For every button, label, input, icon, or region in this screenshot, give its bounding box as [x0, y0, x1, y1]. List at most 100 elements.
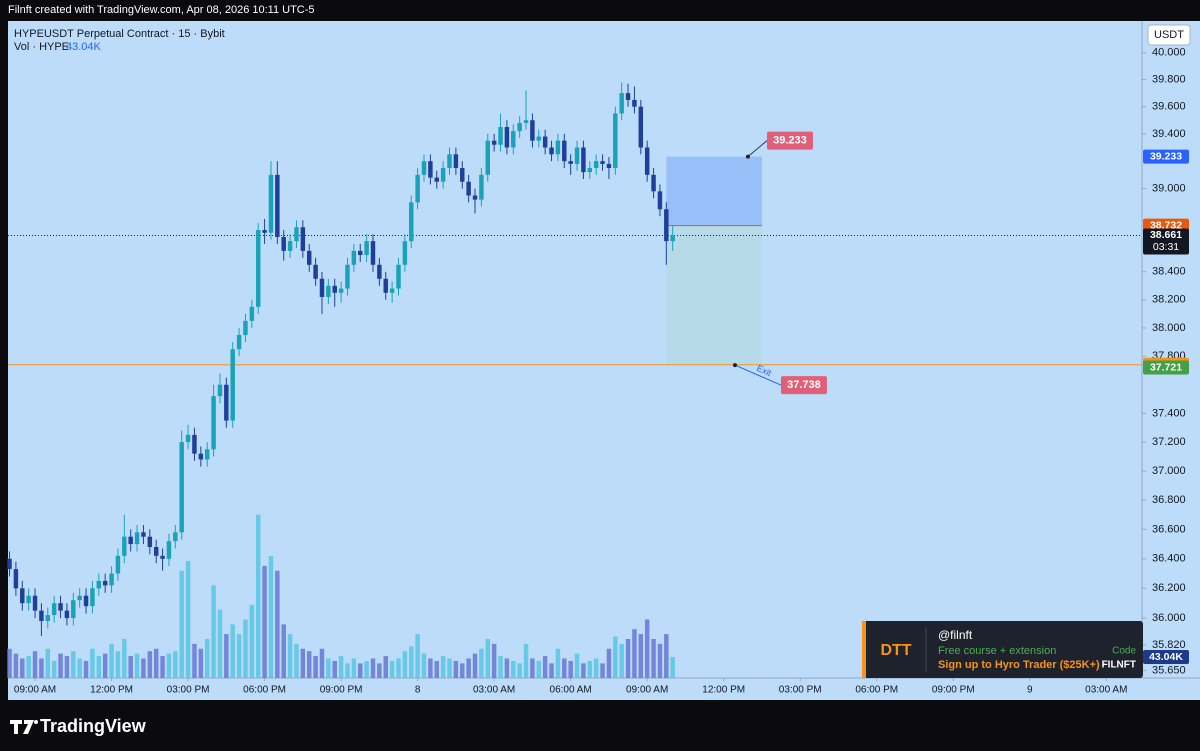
candle-body	[230, 349, 235, 421]
candle-body	[549, 147, 554, 155]
candle-body	[421, 161, 427, 175]
candle-body	[370, 241, 376, 265]
candle-body	[173, 532, 178, 542]
y-tick-label: 37.000	[1152, 465, 1186, 477]
candle-body	[338, 288, 344, 293]
axis-badge-text: 38.732	[1150, 219, 1182, 231]
y-tick-label: 38.200	[1152, 294, 1186, 306]
volume-bar	[530, 658, 535, 678]
candle-body	[115, 555, 121, 574]
x-tick-label: 12:00 PM	[702, 685, 745, 696]
volume-bar	[574, 653, 580, 678]
y-tick-label: 39.400	[1152, 128, 1186, 140]
volume-bar	[58, 653, 63, 678]
candle-body	[358, 250, 363, 256]
axis-price-badge: 39.233	[1143, 149, 1189, 164]
candle-body	[262, 230, 267, 233]
volume-bar	[306, 651, 312, 678]
countdown: 03:31	[1153, 241, 1179, 253]
candle-body	[313, 264, 318, 279]
volume-bar	[396, 658, 401, 678]
volume-bar	[7, 648, 12, 678]
candle-body	[377, 264, 382, 279]
candle-body	[134, 532, 140, 545]
volume-bar	[313, 656, 318, 678]
promo-stripe	[862, 621, 866, 678]
candle-body	[409, 202, 414, 242]
promo-bg	[862, 621, 1143, 678]
candle-body	[77, 595, 82, 601]
candle-body	[625, 93, 631, 100]
volume-bar	[128, 656, 133, 678]
symbol: HYPEUSDT Perpetual Contract · 15 · Bybit	[14, 28, 225, 40]
candle-body	[192, 434, 197, 454]
y-tick-label: 36.600	[1152, 523, 1186, 535]
currency-box[interactable]	[1147, 24, 1191, 46]
target-tag-text: 39.233	[773, 135, 807, 147]
candle-body	[204, 449, 210, 460]
volume-bar	[173, 651, 178, 678]
volume-bar	[64, 656, 70, 678]
candle-body	[20, 588, 25, 604]
y-tick-label: 37.200	[1152, 436, 1186, 448]
x-tick-label: 03:00 AM	[473, 685, 515, 696]
x-tick-label: 09:00 AM	[14, 685, 56, 696]
candle-body	[600, 161, 605, 164]
volume-bar	[20, 658, 25, 678]
volume-bar	[517, 663, 522, 678]
volume-bar	[102, 653, 108, 678]
y-tick-label: 35.650	[1152, 664, 1186, 676]
volume-bar	[536, 660, 542, 678]
promo-badge: DTT	[880, 642, 911, 659]
volume-bar	[90, 648, 95, 678]
promo-signup: Sign up to Hyro Trader ($25K+) ·	[938, 659, 1106, 671]
axis-badge-text: 39.233	[1150, 150, 1182, 162]
candle-body	[179, 442, 184, 533]
volume-bar	[632, 629, 637, 678]
promo-box[interactable]: DTT @filnft Free course + extension Sign…	[862, 621, 1143, 678]
volume-bar	[389, 660, 395, 678]
candle-body	[300, 227, 306, 251]
candle-body	[96, 580, 102, 589]
volume-bar	[211, 585, 216, 678]
candle-body	[64, 610, 70, 619]
volume-name: Vol · HYPE	[14, 41, 69, 53]
candle-body	[402, 241, 408, 265]
candle-body	[39, 610, 44, 622]
candle-body	[472, 195, 478, 200]
candle-body	[211, 396, 216, 450]
candle-body	[389, 288, 395, 293]
x-tick-label: 9	[1027, 685, 1033, 696]
y-tick-label: 35.820	[1152, 639, 1186, 651]
candle-body	[447, 154, 452, 169]
volume-bar	[638, 634, 644, 678]
candle-body	[638, 106, 644, 148]
stop-anchor	[732, 363, 737, 368]
x-tick-label: 06:00 PM	[243, 685, 286, 696]
volume-bar	[51, 660, 57, 678]
volume-bar	[319, 648, 325, 678]
stop-tag-bg	[780, 376, 827, 395]
volume-bar	[555, 648, 561, 678]
candle-body	[440, 168, 446, 182]
candle-body	[542, 136, 548, 148]
candle-body	[7, 558, 12, 570]
volume-bar	[115, 651, 121, 678]
volume-bar	[670, 657, 675, 678]
promo-code: FILNFT	[1102, 660, 1136, 671]
candle-body	[619, 93, 624, 114]
candle-body	[326, 285, 331, 297]
volume-bar	[613, 636, 618, 678]
attribution: Filnft created with TradingView.com, Apr…	[8, 4, 315, 16]
volume-bar	[383, 656, 388, 678]
volume-bar	[491, 643, 497, 678]
candle-body	[504, 127, 510, 148]
candle-body	[236, 335, 242, 350]
volume-bar	[224, 634, 229, 678]
x-tick-label: 06:00 AM	[550, 685, 592, 696]
candle-body	[217, 384, 223, 397]
x-tick-label: 8	[415, 685, 421, 696]
volume-bar	[479, 648, 484, 678]
volume-bar	[600, 663, 605, 678]
